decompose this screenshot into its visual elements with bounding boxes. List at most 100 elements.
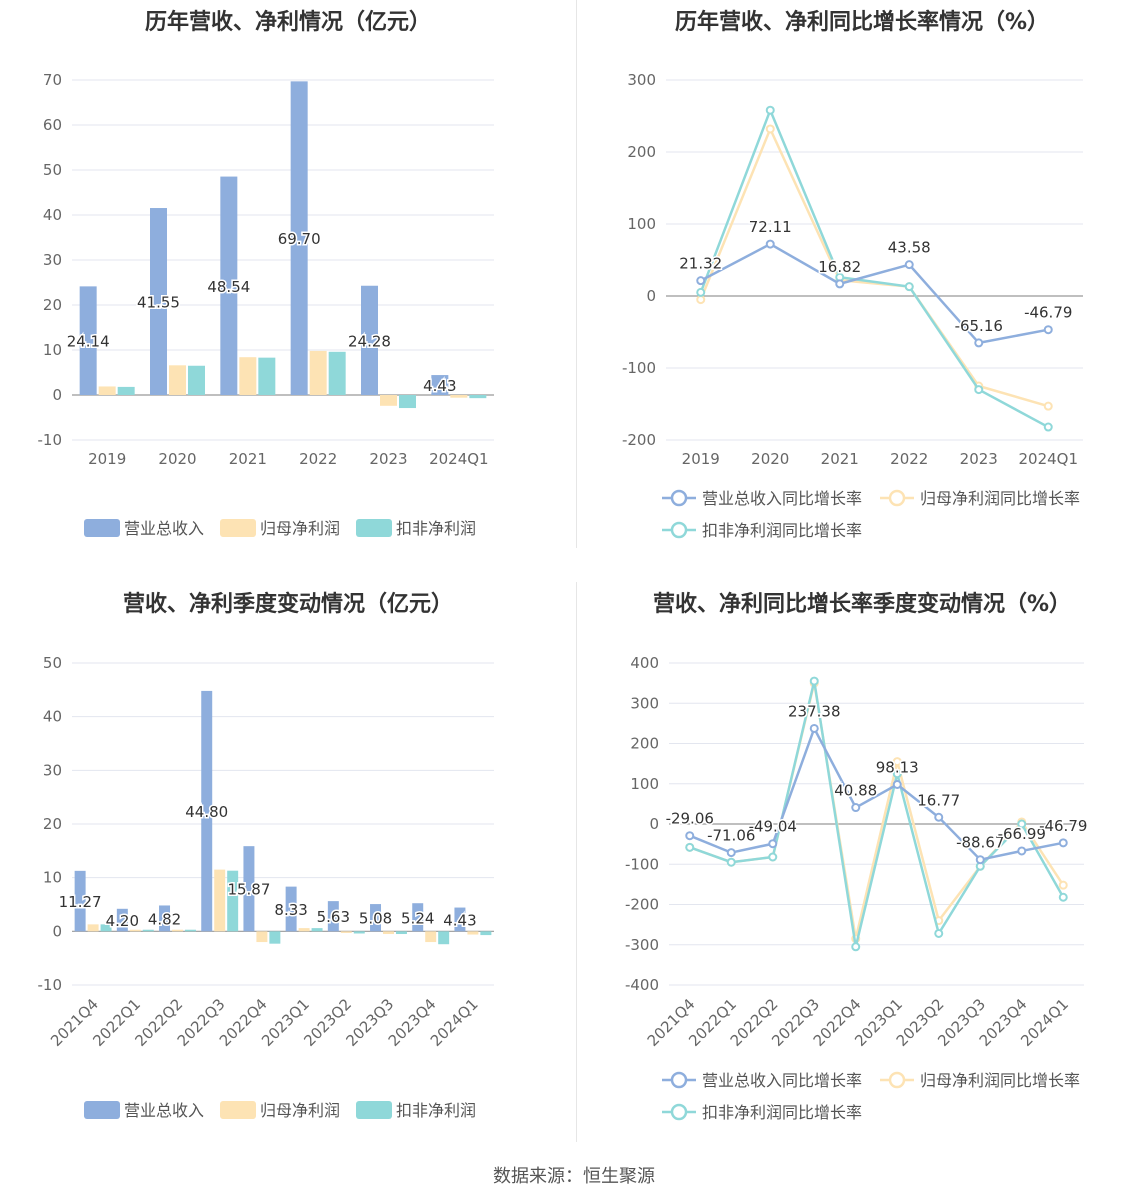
bar <box>370 904 382 932</box>
bar <box>220 176 238 395</box>
bar <box>243 846 255 932</box>
data-point <box>975 855 985 865</box>
x-tick-label: 2021 <box>229 450 267 468</box>
legend-swatch <box>356 519 392 537</box>
y-tick-label: 50 <box>43 161 62 179</box>
line-data-label: -71.06 <box>707 827 755 845</box>
data-point <box>768 839 778 849</box>
bar <box>98 386 116 395</box>
bar-data-label: 4.82 <box>148 910 181 928</box>
bar <box>298 928 310 932</box>
bar-data-label: 24.14 <box>67 333 110 351</box>
legend-swatch <box>84 1101 120 1119</box>
bar <box>311 928 323 932</box>
data-point <box>696 287 706 297</box>
bar-data-label: 15.87 <box>227 881 270 899</box>
bar <box>328 351 346 395</box>
bar <box>395 931 407 935</box>
panel-title: 营收、净利同比增长率季度变动情况（%） <box>652 592 1072 617</box>
legend-label: 营业总收入 <box>124 1101 204 1120</box>
data-point <box>726 848 736 858</box>
legend-label: 归母净利润同比增长率 <box>920 489 1080 508</box>
data-point <box>1017 846 1027 856</box>
bar <box>450 395 468 398</box>
bar-data-label: 4.43 <box>423 377 456 395</box>
annual-amount-chart: 70 60 50 40 30 20 10 0 -10 2019 2020 2021 2022 2023 20… <box>38 71 494 538</box>
line-data-label: 72.11 <box>749 218 792 236</box>
bar <box>116 908 128 932</box>
data-point <box>696 295 706 305</box>
bar <box>438 931 450 945</box>
data-point <box>765 239 775 249</box>
data-point <box>892 769 902 779</box>
quarterly-growth-chart: 4003002001000-100-200-300-4002021Q42022Q… <box>625 654 1089 1122</box>
y-tick-label: 300 <box>627 71 656 89</box>
y-tick-label: 100 <box>630 775 659 793</box>
legend-label: 归母净利润 <box>260 519 340 538</box>
divider <box>576 582 577 1142</box>
legend-swatch <box>220 1101 256 1119</box>
bar <box>87 924 99 932</box>
x-tick-label: 2020 <box>158 450 196 468</box>
series-line <box>700 242 1049 345</box>
quarterly-growth-panel: 营收、净利同比增长率季度变动情况（%） 400 300 200 100 0 -100 -20… <box>576 582 1148 1152</box>
bar <box>425 931 437 943</box>
data-point <box>768 852 778 862</box>
line-data-label: 21.32 <box>679 255 722 273</box>
y-tick-label: 200 <box>630 735 659 753</box>
divider <box>576 0 577 548</box>
bar <box>150 208 167 395</box>
data-point <box>892 780 902 790</box>
bar <box>431 375 449 395</box>
bar <box>239 357 257 395</box>
bar-data-label: 8.33 <box>274 901 307 919</box>
legend-marker <box>670 1071 688 1089</box>
data-point <box>765 124 775 134</box>
data-point <box>685 842 695 852</box>
data-point <box>1043 325 1053 335</box>
y-tick-label: -400 <box>625 976 659 994</box>
x-tick-label: 2021 <box>821 450 859 468</box>
y-tick-label: 100 <box>627 215 656 233</box>
legend-marker <box>670 1103 688 1121</box>
bar <box>100 924 112 932</box>
y-tick-label: -100 <box>625 855 659 873</box>
bar <box>184 929 196 932</box>
bar <box>327 901 339 932</box>
line-data-label: -46.79 <box>1024 304 1072 322</box>
y-tick-label: 30 <box>43 761 62 779</box>
line-data-label: -46.79 <box>1039 817 1087 835</box>
x-tick-label: 2019 <box>682 450 720 468</box>
bar <box>258 357 276 395</box>
y-tick-label: -100 <box>622 359 656 377</box>
bar <box>454 907 466 932</box>
annual-growth-panel: 历年营收、净利同比增长率情况（%） 300 200 100 0 -100 -200 2019… <box>576 0 1148 560</box>
bar <box>169 365 186 395</box>
data-point <box>809 676 819 686</box>
bar <box>353 931 365 934</box>
data-point <box>1043 422 1053 432</box>
y-tick-label: 70 <box>43 71 62 89</box>
x-tick-label: 2019 <box>88 450 126 468</box>
bar <box>256 931 268 943</box>
y-tick-label: -200 <box>622 431 656 449</box>
data-point <box>1058 892 1068 902</box>
x-tick-label: 2020 <box>751 450 789 468</box>
series-line <box>689 680 1065 948</box>
y-tick-label: -300 <box>625 936 659 954</box>
legend-label: 归母净利润同比增长率 <box>920 1071 1080 1090</box>
bar <box>340 931 352 933</box>
legend-marker <box>670 521 688 539</box>
y-tick-label: 0 <box>649 815 659 833</box>
y-tick-label: 40 <box>43 206 62 224</box>
bar <box>480 931 492 936</box>
legend-label: 扣非净利润 <box>396 1101 476 1120</box>
x-tick-label: 2022 <box>890 450 928 468</box>
data-point <box>1043 401 1053 411</box>
panel-title: 营收、净利季度变动情况（亿元） <box>122 592 453 617</box>
annual-amount-panel: 历年营收、净利情况（亿元） 70 60 50 40 30 20 10 0 -10 2019 2020… <box>0 0 576 560</box>
x-tick-label: 2024Q1 <box>1018 450 1078 468</box>
data-point <box>974 385 984 395</box>
bar <box>290 81 308 395</box>
y-tick-label: 50 <box>43 654 62 672</box>
